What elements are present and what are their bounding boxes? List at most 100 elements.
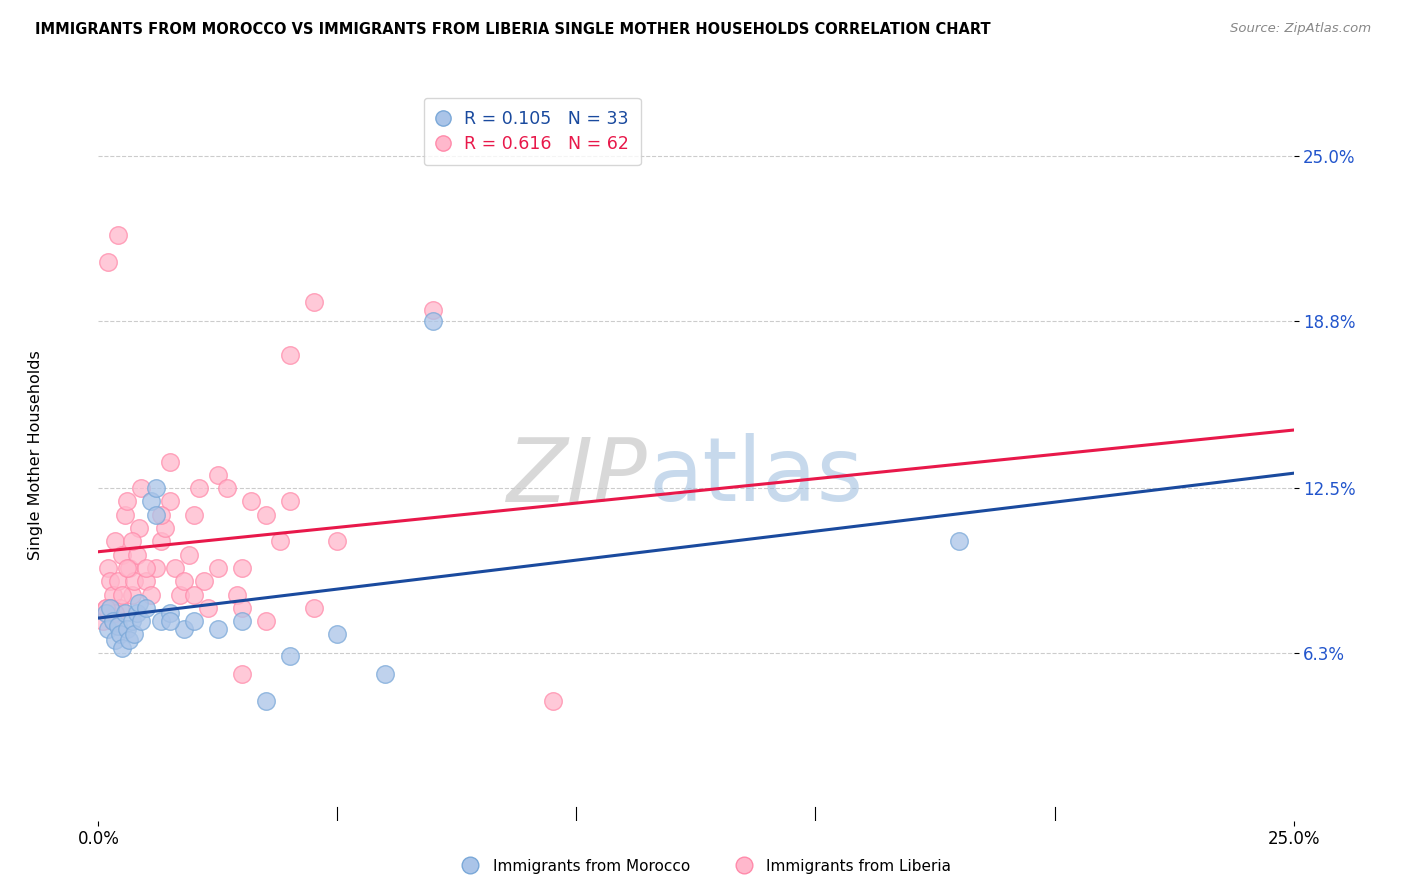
Point xyxy=(169,588,191,602)
Point xyxy=(107,574,129,589)
Point xyxy=(139,494,162,508)
Point xyxy=(125,606,148,620)
Point xyxy=(231,561,253,575)
Point xyxy=(231,614,253,628)
Point xyxy=(139,588,162,602)
Point xyxy=(118,632,141,647)
Point xyxy=(159,494,181,508)
Point xyxy=(374,667,396,681)
Point xyxy=(97,561,120,575)
Point xyxy=(159,614,181,628)
Point xyxy=(124,574,146,589)
Point xyxy=(145,508,167,522)
Point xyxy=(173,622,195,636)
Point xyxy=(145,561,167,575)
Point xyxy=(111,588,134,602)
Point xyxy=(226,588,249,602)
Point xyxy=(121,614,143,628)
Point xyxy=(131,481,153,495)
Point xyxy=(149,508,172,522)
Point xyxy=(326,627,349,641)
Point xyxy=(326,534,349,549)
Point xyxy=(107,228,129,243)
Point xyxy=(98,574,122,589)
Point xyxy=(104,606,127,620)
Point xyxy=(91,614,114,628)
Point xyxy=(125,548,148,562)
Point xyxy=(145,481,167,495)
Point xyxy=(107,619,129,633)
Legend: R = 0.105   N = 33, R = 0.616   N = 62: R = 0.105 N = 33, R = 0.616 N = 62 xyxy=(423,98,641,165)
Point xyxy=(131,614,153,628)
Point xyxy=(183,588,205,602)
Point xyxy=(187,481,209,495)
Point xyxy=(278,348,301,362)
Point xyxy=(254,614,277,628)
Point xyxy=(159,606,181,620)
Point xyxy=(948,534,970,549)
Point xyxy=(98,600,122,615)
Point xyxy=(118,561,141,575)
Point xyxy=(422,313,444,327)
Point xyxy=(231,600,253,615)
Point xyxy=(121,534,143,549)
Point xyxy=(98,600,122,615)
Point xyxy=(121,588,143,602)
Point xyxy=(115,622,138,636)
Text: atlas: atlas xyxy=(648,434,863,520)
Point xyxy=(231,667,253,681)
Point xyxy=(207,561,229,575)
Text: IMMIGRANTS FROM MOROCCO VS IMMIGRANTS FROM LIBERIA SINGLE MOTHER HOUSEHOLDS CORR: IMMIGRANTS FROM MOROCCO VS IMMIGRANTS FR… xyxy=(35,22,991,37)
Point xyxy=(217,481,239,495)
Point xyxy=(135,574,157,589)
Point xyxy=(94,600,117,615)
Point xyxy=(128,595,150,609)
Legend: Immigrants from Morocco, Immigrants from Liberia: Immigrants from Morocco, Immigrants from… xyxy=(449,853,957,880)
Point xyxy=(254,508,277,522)
Point xyxy=(278,648,301,663)
Point xyxy=(115,561,138,575)
Point xyxy=(159,454,181,468)
Point xyxy=(422,302,444,317)
Point xyxy=(114,508,136,522)
Point xyxy=(101,614,124,628)
Point xyxy=(302,600,325,615)
Point xyxy=(155,521,177,535)
Point xyxy=(149,534,172,549)
Point xyxy=(269,534,291,549)
Point xyxy=(197,600,219,615)
Point xyxy=(302,295,325,310)
Point xyxy=(193,574,215,589)
Point xyxy=(101,614,124,628)
Point xyxy=(108,627,131,641)
Point xyxy=(114,606,136,620)
Point xyxy=(163,561,186,575)
Point xyxy=(278,494,301,508)
Y-axis label: Single Mother Households: Single Mother Households xyxy=(28,350,42,560)
Point xyxy=(111,548,134,562)
Point xyxy=(94,600,117,615)
Point xyxy=(183,614,205,628)
Point xyxy=(111,640,134,655)
Text: Source: ZipAtlas.com: Source: ZipAtlas.com xyxy=(1230,22,1371,36)
Point xyxy=(541,694,564,708)
Point xyxy=(104,534,127,549)
Point xyxy=(128,521,150,535)
Point xyxy=(173,574,195,589)
Point xyxy=(135,600,157,615)
Point xyxy=(97,622,120,636)
Point xyxy=(254,694,277,708)
Point xyxy=(97,255,120,269)
Point xyxy=(115,494,138,508)
Point xyxy=(207,622,229,636)
Point xyxy=(94,606,117,620)
Point xyxy=(104,632,127,647)
Text: ZIP: ZIP xyxy=(508,434,648,520)
Point xyxy=(240,494,263,508)
Point xyxy=(135,561,157,575)
Point xyxy=(101,588,124,602)
Point xyxy=(207,467,229,482)
Point xyxy=(108,600,131,615)
Point xyxy=(124,627,146,641)
Point xyxy=(149,614,172,628)
